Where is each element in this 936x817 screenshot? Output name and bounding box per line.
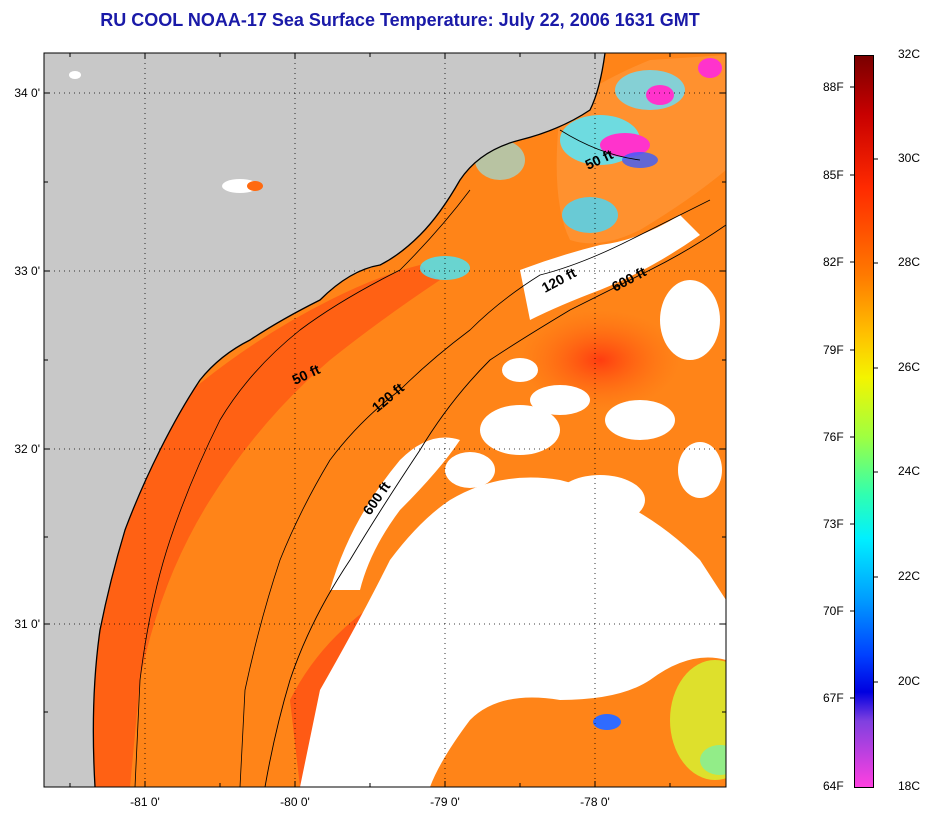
- axis-ticks: [44, 53, 726, 787]
- colorbar-label-32c: 32C: [898, 47, 921, 61]
- map-title: RU COOL NOAA-17 Sea Surface Temperature:…: [100, 10, 700, 30]
- colorbar-label-24c: 24C: [898, 464, 921, 478]
- colorbar-label-28c: 28C: [898, 255, 921, 269]
- contour-600ft: [264, 224, 726, 787]
- colorbar-label-18c: 18C: [898, 779, 921, 793]
- lon-label-81: -81 0': [130, 795, 160, 809]
- lat-label-31: 31 0': [14, 617, 40, 631]
- upwelling-magenta-3: [698, 58, 722, 78]
- colorbar-label-26c: 26C: [898, 360, 921, 374]
- cloud-mask: [80, 182, 726, 787]
- lon-label-79: -79 0': [430, 795, 460, 809]
- colorbar-label-20c: 20C: [898, 674, 921, 688]
- lat-label-32: 32 0': [14, 442, 40, 456]
- upwelling-magenta-2: [646, 85, 674, 105]
- map-frame: [43, 52, 727, 788]
- colorbar-label-76f: 76F: [823, 430, 844, 444]
- colorbar-label-30c: 30C: [898, 151, 921, 165]
- lat-label-34: 34 0': [14, 86, 40, 100]
- lat-label-33: 33 0': [14, 264, 40, 278]
- cool-green-patch: [700, 745, 726, 775]
- grid-lines: [44, 53, 726, 787]
- colorbar-label-73f: 73F: [823, 517, 844, 531]
- colorbar-label-85f: 85F: [823, 168, 844, 182]
- coastline: [92, 53, 606, 787]
- lon-label-80: -80 0': [280, 795, 310, 809]
- colorbar-label-64f: 64F: [823, 779, 844, 793]
- land-mass: [44, 53, 605, 787]
- inland-lake: [222, 179, 258, 193]
- colorbar-label-22c: 22C: [898, 569, 921, 583]
- colorbar-label-79f: 79F: [823, 343, 844, 357]
- contour-50ft: [134, 129, 641, 787]
- blue-spot-south: [593, 714, 621, 730]
- colorbar-label-88f: 88F: [823, 80, 844, 94]
- sst-map: 50 ft 120 ft 600 ft 50 ft 120 ft 600 ft …: [14, 52, 727, 809]
- upwelling-cyan-3: [562, 197, 618, 233]
- colorbar-label-82f: 82F: [823, 255, 844, 269]
- contour-120ft: [239, 199, 711, 787]
- colorbar-label-67f: 67F: [823, 691, 844, 705]
- upwelling-magenta-1: [600, 133, 650, 157]
- temperature-colorbar: [854, 55, 874, 788]
- inland-lake-2: [69, 71, 81, 79]
- lon-label-78: -78 0': [580, 795, 610, 809]
- colorbar-label-70f: 70F: [823, 604, 844, 618]
- colorbar-ticks: [850, 86, 878, 699]
- inland-lake-warm: [247, 181, 263, 191]
